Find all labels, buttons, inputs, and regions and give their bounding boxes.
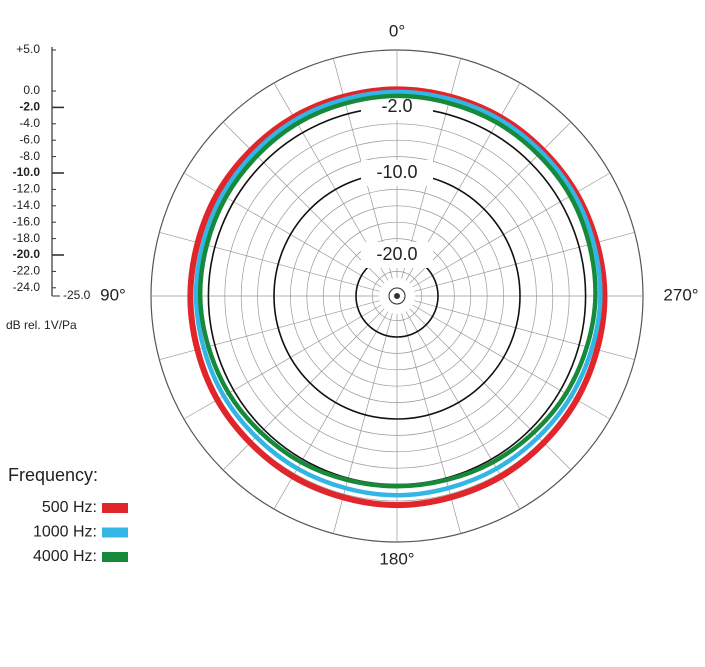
legend-swatch [102, 503, 128, 513]
legend-title: Frequency: [8, 465, 98, 485]
center-ring [388, 287, 406, 305]
r-tick-label: -18.0 [13, 231, 41, 245]
series-curve [193, 89, 603, 498]
ring-label: -10.0 [376, 162, 417, 182]
r-tick-label: -10.0 [13, 165, 41, 179]
grid-ring [290, 189, 504, 403]
legend-swatch [102, 527, 128, 538]
angle-label: 90° [100, 285, 126, 304]
r-tick-label: -6.0 [19, 132, 40, 146]
r-tick-label: -22.0 [13, 264, 41, 278]
r-tick-label: -4.0 [19, 116, 40, 130]
r-tick-label: +5.0 [16, 42, 40, 56]
angle-label: 180° [379, 549, 414, 568]
r-tick-label: -14.0 [13, 198, 41, 212]
r-tick-label: -20.0 [13, 247, 41, 261]
r-tick-label: -2.0 [19, 100, 40, 114]
grid-ring [257, 156, 537, 436]
spoke [222, 121, 385, 284]
r-tick-label: 0.0 [23, 83, 40, 97]
ring-label: -2.0 [381, 96, 412, 116]
r-tick-label: -25.0 [63, 288, 91, 302]
r-tick-label: -24.0 [13, 280, 41, 294]
center-dot [394, 293, 400, 299]
spoke [409, 308, 572, 471]
spoke [222, 308, 385, 471]
ring-label-bg [361, 160, 433, 186]
r-tick-label: -16.0 [13, 214, 41, 228]
angle-label: 270° [663, 285, 698, 304]
r-tick-label: -12.0 [13, 182, 41, 196]
spoke [409, 121, 572, 284]
legend-label: 500 Hz: [42, 499, 97, 516]
grid-ring [224, 123, 570, 469]
r-tick-label: -8.0 [19, 149, 40, 163]
angle-label: 0° [389, 21, 405, 40]
legend-label: 4000 Hz: [33, 548, 97, 565]
r-axis-label: dB rel. 1V/Pa [6, 318, 77, 332]
ring-label-bg [361, 242, 433, 268]
legend-swatch [102, 552, 128, 562]
grid-ring [306, 205, 488, 387]
grid-ring [240, 139, 554, 453]
grid-ring [339, 238, 455, 354]
grid-ring [322, 221, 472, 371]
legend-label: 1000 Hz: [33, 524, 97, 541]
ring-label: -20.0 [376, 244, 417, 264]
series-curve [187, 86, 608, 509]
series-curve [197, 93, 598, 489]
grid-ring [372, 271, 422, 321]
